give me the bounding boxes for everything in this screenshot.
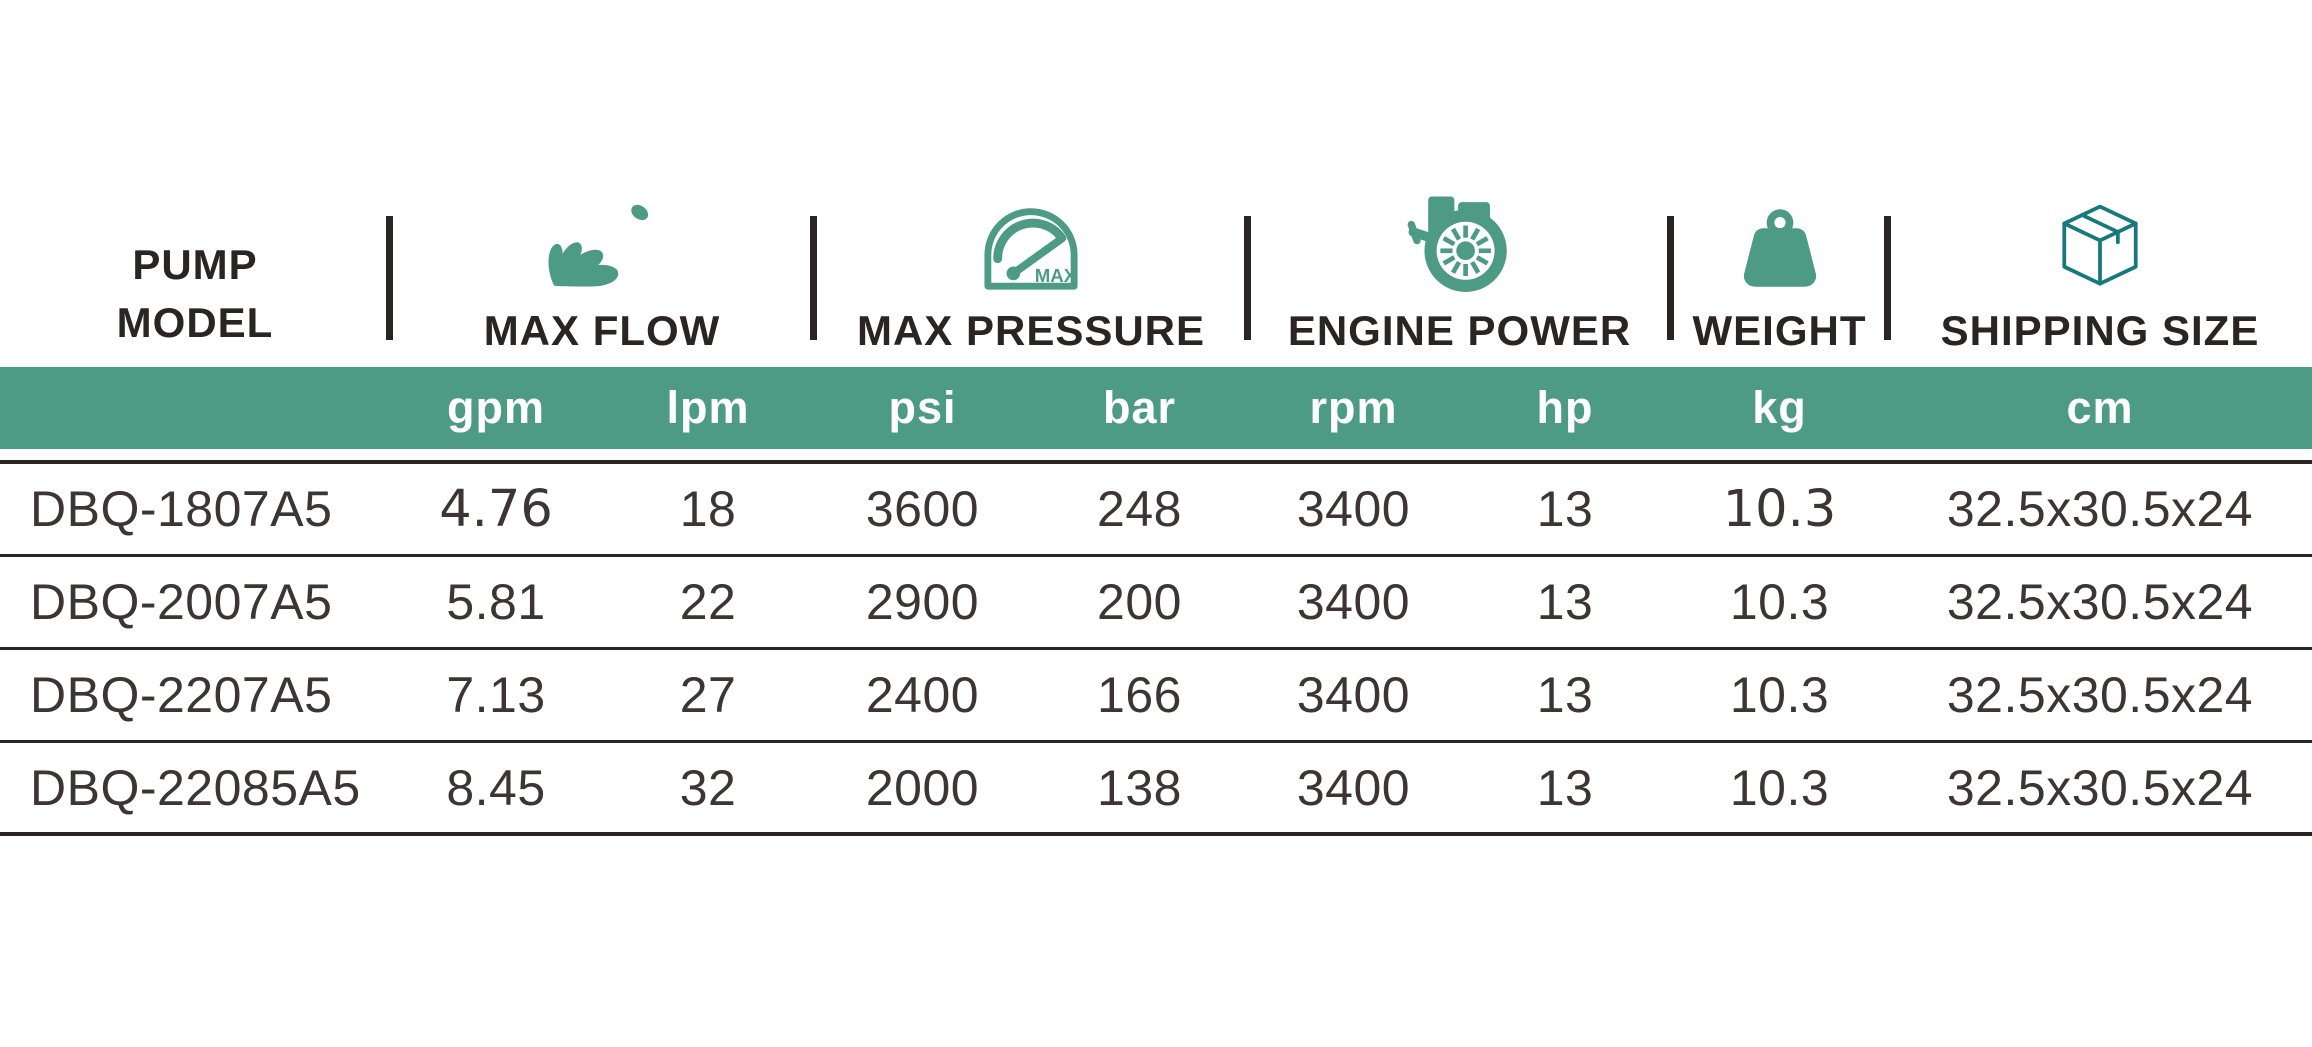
cell-gpm: 8.45 — [446, 759, 546, 816]
cell-gpm: 4.76 — [439, 479, 553, 539]
cell-kg: 10.3 — [1729, 759, 1830, 816]
unit-bar: bar — [1102, 382, 1177, 433]
cell-lpm: 32 — [679, 759, 737, 816]
cell-model: DBQ-1807A5 — [30, 481, 333, 537]
cell-psi: 2400 — [865, 667, 980, 723]
cell-cm: 32.5x30.5x24 — [1946, 574, 2254, 630]
cell-gpm: 7.13 — [446, 667, 546, 723]
table-row: DBQ-1807A5 4.76 18 3600 248 3400 13 10.3… — [0, 464, 2312, 557]
table-header: PUMP MODEL MAX — [0, 140, 2312, 352]
cell-rpm: 3400 — [1296, 574, 1411, 630]
cell-cm: 32.5x30.5x24 — [1946, 667, 2254, 723]
unit-gpm: gpm — [447, 382, 545, 433]
pump-model-header: PUMP MODEL — [0, 140, 390, 352]
max-flow-header: MAX FLOW — [390, 140, 814, 352]
cell-rpm: 3400 — [1296, 481, 1411, 537]
table-row: DBQ-22085A5 8.45 32 2000 138 3400 13 10.… — [0, 743, 2312, 836]
cell-hp: 13 — [1536, 759, 1594, 816]
header-divider — [1884, 216, 1891, 340]
engine-power-label: ENGINE POWER — [1287, 307, 1632, 354]
header-divider — [1244, 216, 1251, 340]
header-divider — [1667, 216, 1674, 340]
cell-kg: 10.3 — [1722, 479, 1837, 539]
cell-bar: 200 — [1097, 574, 1182, 630]
engine-power-header: ENGINE POWER — [1248, 140, 1671, 352]
cell-lpm: 18 — [679, 481, 737, 537]
cell-rpm: 3400 — [1296, 759, 1411, 816]
cell-model: DBQ-2007A5 — [30, 574, 333, 630]
cell-psi: 2000 — [865, 759, 980, 816]
max-pressure-label: MAX PRESSURE — [856, 307, 1206, 354]
cell-hp: 13 — [1536, 574, 1594, 630]
cell-hp: 13 — [1536, 481, 1594, 537]
water-splash-icon — [546, 192, 658, 294]
cell-kg: 10.3 — [1729, 667, 1830, 723]
unit-hp: hp — [1536, 382, 1594, 433]
pump-model-line2: MODEL — [116, 299, 274, 346]
max-pressure-header: MAX MAX PRESSURE — [814, 140, 1248, 352]
unit-cell-empty — [0, 367, 390, 449]
cell-model: DBQ-2207A5 — [30, 667, 333, 723]
weight-header: WEIGHT — [1671, 140, 1888, 352]
max-flow-label: MAX FLOW — [483, 307, 721, 354]
gauge-max-text: MAX — [1035, 265, 1077, 286]
pressure-gauge-icon: MAX — [972, 196, 1090, 294]
pump-model-line1: PUMP — [132, 241, 258, 288]
table-row: DBQ-2207A5 7.13 27 2400 166 3400 13 10.3… — [0, 650, 2312, 743]
table-row: DBQ-2007A5 5.81 22 2900 200 3400 13 10.3… — [0, 557, 2312, 650]
pump-model-title: PUMP MODEL — [117, 236, 274, 352]
cell-cm: 32.5x30.5x24 — [1946, 481, 2254, 537]
cell-bar: 138 — [1097, 759, 1182, 816]
cell-bar: 166 — [1097, 667, 1182, 723]
unit-lpm: lpm — [666, 382, 750, 433]
shipping-size-label: SHIPPING SIZE — [1940, 307, 2260, 354]
cell-model: DBQ-22085A5 — [30, 759, 361, 816]
shipping-box-icon — [2053, 200, 2147, 294]
unit-cm: cm — [2066, 382, 2134, 433]
weight-label: WEIGHT — [1692, 307, 1867, 354]
unit-rpm: rpm — [1309, 382, 1398, 433]
shipping-size-header: SHIPPING SIZE — [1888, 140, 2312, 352]
header-divider — [810, 216, 817, 340]
cell-rpm: 3400 — [1296, 667, 1411, 723]
cell-psi: 3600 — [865, 481, 980, 537]
cell-lpm: 27 — [679, 667, 737, 723]
unit-psi: psi — [888, 382, 957, 433]
units-band: gpm lpm psi bar rpm hp kg cm — [0, 367, 2312, 449]
unit-kg: kg — [1752, 382, 1807, 433]
cell-psi: 2900 — [865, 574, 980, 630]
cell-bar: 248 — [1097, 481, 1182, 537]
header-divider — [386, 216, 393, 340]
cell-kg: 10.3 — [1729, 574, 1830, 630]
cell-lpm: 22 — [679, 574, 737, 630]
weight-icon — [1732, 208, 1828, 294]
cell-hp: 13 — [1536, 667, 1594, 723]
cell-cm: 32.5x30.5x24 — [1946, 759, 2254, 816]
cell-gpm: 5.81 — [446, 574, 546, 630]
engine-icon — [1402, 187, 1518, 294]
spec-table-body: DBQ-1807A5 4.76 18 3600 248 3400 13 10.3… — [0, 460, 2312, 836]
